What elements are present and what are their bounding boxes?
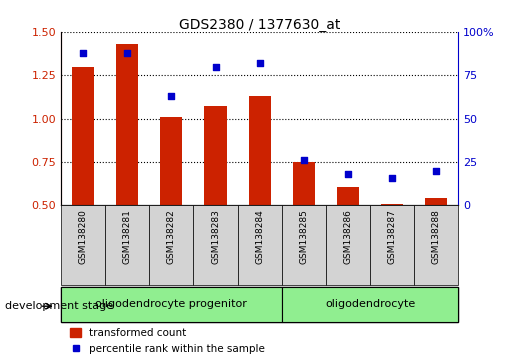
Text: GSM138284: GSM138284 — [255, 209, 264, 264]
Text: development stage: development stage — [5, 301, 113, 311]
Text: GSM138283: GSM138283 — [211, 209, 220, 264]
Bar — [205, 107, 227, 205]
Text: oligodendrocyte progenitor: oligodendrocyte progenitor — [95, 299, 248, 309]
Point — [388, 175, 396, 181]
Text: GDS2380 / 1377630_at: GDS2380 / 1377630_at — [179, 18, 340, 32]
Point — [432, 168, 440, 173]
Text: oligodendrocyte: oligodendrocyte — [325, 299, 415, 309]
Bar — [105, 205, 149, 285]
Text: GSM138287: GSM138287 — [388, 209, 396, 264]
Bar — [160, 117, 182, 205]
Text: GSM138285: GSM138285 — [299, 209, 308, 264]
Point — [211, 64, 220, 69]
Bar — [193, 205, 237, 285]
Legend: transformed count, percentile rank within the sample: transformed count, percentile rank withi… — [66, 324, 269, 354]
Bar — [326, 205, 370, 285]
Bar — [149, 205, 193, 285]
Bar — [414, 205, 458, 285]
Text: GSM138281: GSM138281 — [123, 209, 131, 264]
Point — [344, 171, 352, 177]
Text: GSM138280: GSM138280 — [78, 209, 87, 264]
Text: GSM138286: GSM138286 — [343, 209, 352, 264]
Bar — [61, 287, 282, 322]
Bar — [425, 198, 447, 205]
Point — [123, 50, 131, 56]
Bar — [249, 96, 271, 205]
Bar — [72, 67, 94, 205]
Bar — [282, 287, 458, 322]
Bar — [293, 162, 315, 205]
Point — [79, 50, 87, 56]
Text: GSM138282: GSM138282 — [167, 209, 176, 264]
Point — [255, 60, 264, 66]
Point — [167, 93, 175, 99]
Bar — [370, 205, 414, 285]
Bar — [237, 205, 282, 285]
Text: GSM138288: GSM138288 — [432, 209, 441, 264]
Point — [299, 158, 308, 163]
Bar — [116, 44, 138, 205]
Bar — [61, 205, 105, 285]
Bar — [282, 205, 326, 285]
Bar — [337, 187, 359, 205]
